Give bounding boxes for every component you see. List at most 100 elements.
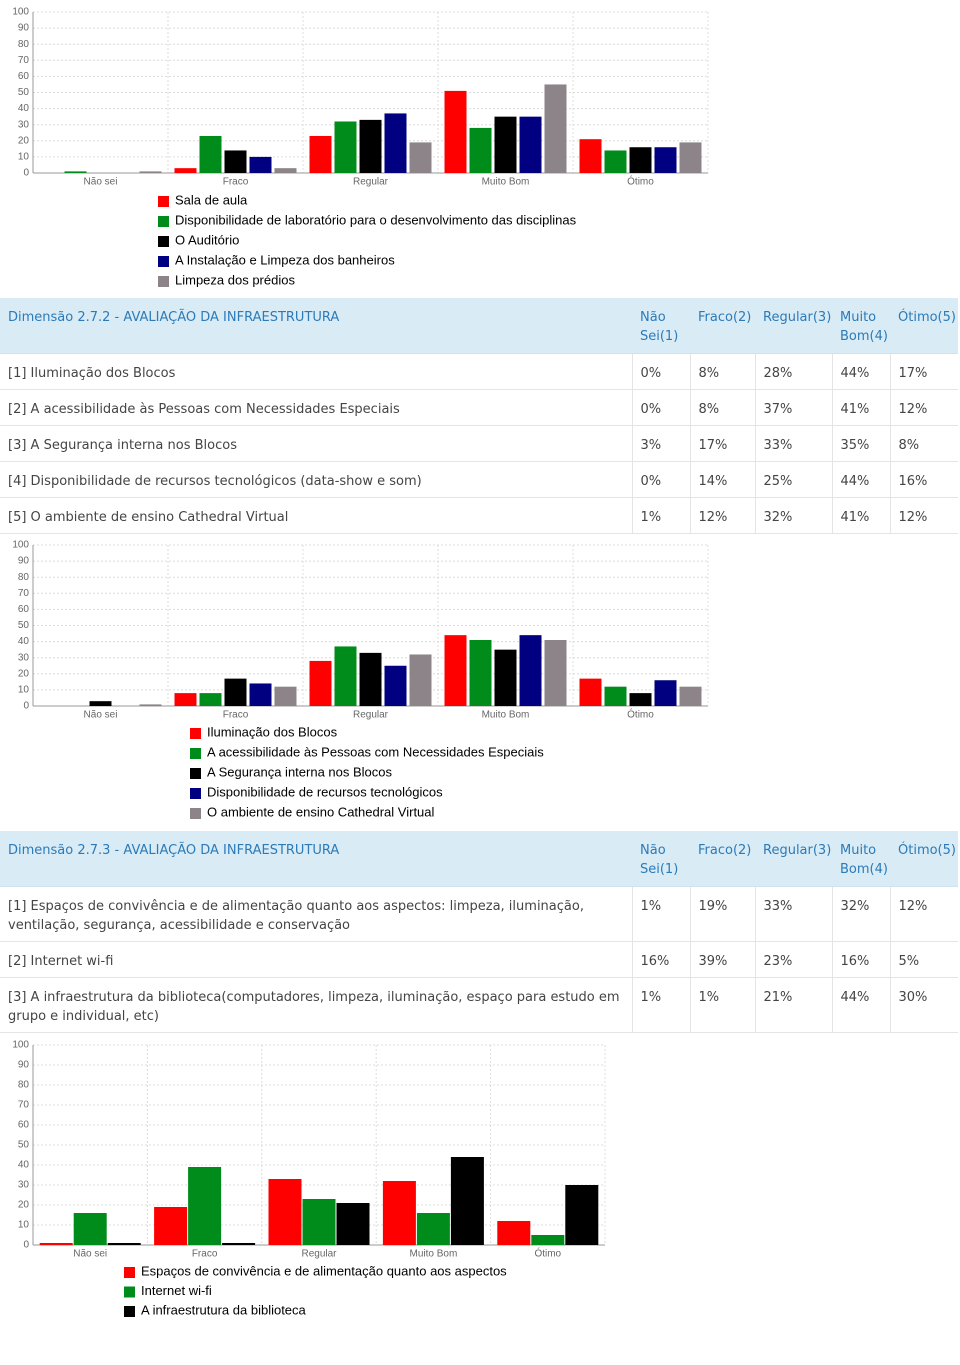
header-cell: Fraco(2)	[690, 298, 755, 354]
table: Dimensão 2.7.2 - AVALIAÇÃO DA INFRAESTRU…	[0, 298, 958, 534]
percent-cell: 32%	[755, 497, 833, 534]
y-tick-label: 100	[12, 540, 29, 551]
bar	[579, 678, 602, 706]
percent-cell: 1%	[632, 977, 691, 1033]
bar	[154, 1207, 188, 1245]
y-tick-label: 50	[18, 1140, 30, 1151]
percent-cell: 1%	[632, 497, 691, 534]
bar	[199, 135, 222, 173]
header-cell: Ótimo(5)	[890, 298, 958, 354]
legend-swatch	[190, 728, 201, 739]
x-tick-label: Muito Bom	[482, 710, 530, 721]
y-tick-label: 70	[18, 55, 30, 66]
y-tick-label: 60	[18, 71, 30, 82]
bar	[416, 1213, 450, 1245]
bar	[679, 142, 702, 173]
legend-label: A Segurança interna nos Blocos	[207, 764, 393, 779]
x-tick-label: Fraco	[192, 1249, 218, 1260]
bar	[89, 701, 112, 706]
y-tick-label: 20	[18, 135, 30, 146]
x-tick-label: Muito Bom	[482, 177, 530, 188]
percent-cell: 3%	[632, 425, 691, 462]
bar	[139, 171, 162, 173]
bar	[249, 156, 272, 173]
header-row: Dimensão 2.7.2 - AVALIAÇÃO DA INFRAESTRU…	[0, 298, 958, 354]
bar	[359, 119, 382, 173]
percent-cell: 17%	[690, 425, 756, 462]
bar	[249, 683, 272, 706]
y-tick-label: 10	[18, 152, 30, 163]
bar	[494, 649, 517, 706]
chart: 0 10 20 30 40 50 60 70 80 90 100 Não sei Fraco Regula…	[12, 540, 709, 819]
legend-label: O ambiente de ensino Cathedral Virtual	[207, 804, 435, 819]
y-tick-label: 60	[18, 604, 30, 615]
bar	[519, 116, 542, 173]
bar	[224, 150, 247, 173]
y-tick-label: 10	[18, 1220, 30, 1231]
bar	[604, 150, 627, 173]
bar	[302, 1199, 336, 1245]
percent-cell: 12%	[890, 389, 958, 426]
table-row: [3] A Segurança interna nos Blocos 3% 17% 3…	[0, 425, 958, 462]
legend-swatch	[158, 236, 169, 247]
percent-cell: 30%	[890, 977, 958, 1033]
percent-cell: 8%	[690, 389, 756, 426]
legend-label: A acessibilidade às Pessoas com Necessid…	[207, 744, 544, 759]
percent-cell: 17%	[890, 353, 958, 390]
percent-cell: 0%	[632, 389, 691, 426]
percent-cell: 0%	[632, 461, 691, 498]
bar	[469, 127, 492, 173]
bar	[222, 1243, 256, 1245]
table-row: [1] Espaços de convivência e de alimenta…	[0, 886, 958, 942]
bar	[444, 90, 467, 173]
legend-label: Iluminação dos Blocos	[207, 724, 338, 739]
y-tick-label: 90	[18, 556, 30, 567]
y-tick-label: 80	[18, 1080, 30, 1091]
percent-cell: 12%	[890, 497, 958, 534]
percent-cell: 35%	[832, 425, 891, 462]
percent-cell: 21%	[755, 977, 833, 1033]
legend-swatch	[158, 276, 169, 287]
y-tick-label: 10	[18, 685, 30, 696]
bar	[579, 139, 602, 173]
y-tick-label: 40	[18, 1160, 30, 1171]
percent-cell: 39%	[690, 941, 756, 978]
bar	[444, 635, 467, 706]
bar	[309, 135, 332, 173]
header-cell: Muito Bom(4)	[832, 831, 890, 887]
percent-cell: 12%	[890, 886, 958, 942]
legend-swatch	[158, 216, 169, 227]
bar	[629, 693, 652, 706]
legend-swatch	[124, 1306, 135, 1317]
percent-cell: 44%	[832, 353, 891, 390]
x-tick-label: Não sei	[73, 1249, 107, 1260]
bar	[544, 84, 567, 173]
bar	[73, 1213, 107, 1245]
y-tick-label: 100	[12, 1040, 29, 1051]
table-row: [1] Iluminação dos Blocos 0% 8% 28% 44% 17%	[0, 353, 958, 390]
legend-label: Internet wi-fi	[141, 1283, 212, 1298]
legend-label: Limpeza dos prédios	[175, 272, 295, 287]
table: Dimensão 2.7.3 - AVALIAÇÃO DA INFRAESTRU…	[0, 831, 958, 1033]
bar	[654, 680, 677, 706]
x-tick-label: Regular	[353, 177, 389, 188]
bar	[336, 1203, 370, 1245]
item-cell: [3] A Segurança interna nos Blocos	[0, 425, 633, 462]
y-tick-label: 90	[18, 1060, 30, 1071]
bar	[384, 113, 407, 173]
legend-label: Disponibilidade de recursos tecnológicos	[207, 784, 443, 799]
percent-cell: 8%	[890, 425, 958, 462]
x-tick-label: Não sei	[84, 177, 118, 188]
bar	[174, 168, 197, 173]
bar	[188, 1167, 222, 1245]
item-cell: [3] A infraestrutura da biblioteca(compu…	[0, 977, 633, 1033]
legend-label: A infraestrutura da biblioteca	[141, 1302, 307, 1317]
percent-cell: 0%	[632, 353, 691, 390]
legend-swatch	[158, 196, 169, 207]
percent-cell: 25%	[755, 461, 833, 498]
table-row: [5] O ambiente de ensino Cathedral Virtu…	[0, 497, 958, 534]
bar	[654, 147, 677, 173]
y-tick-label: 20	[18, 668, 30, 679]
header-cell: Não Sei(1)	[632, 298, 690, 354]
